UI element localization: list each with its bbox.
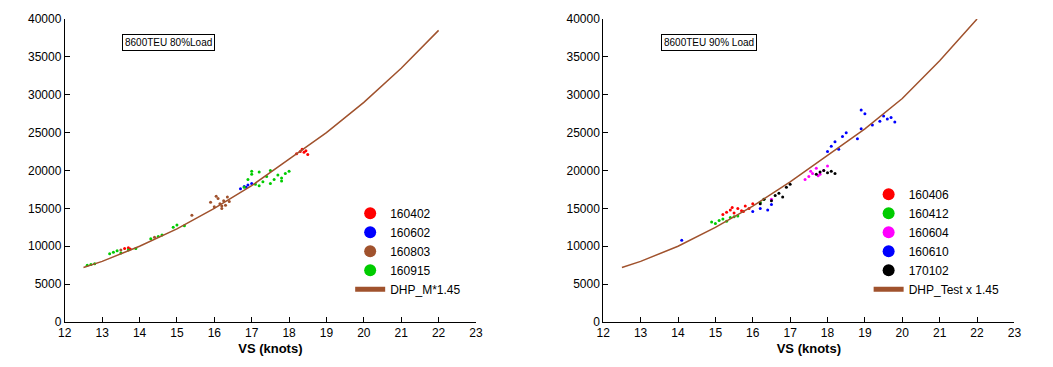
svg-text:20000: 20000 — [28, 164, 62, 178]
svg-text:0: 0 — [55, 315, 62, 329]
svg-text:160803: 160803 — [390, 245, 430, 259]
svg-text:160915: 160915 — [390, 264, 430, 278]
svg-text:14: 14 — [133, 326, 147, 340]
svg-text:30000: 30000 — [566, 88, 600, 102]
svg-text:16: 16 — [208, 326, 222, 340]
svg-text:20: 20 — [357, 326, 371, 340]
svg-text:10000: 10000 — [28, 239, 62, 253]
svg-text:21: 21 — [395, 326, 409, 340]
svg-text:160610: 160610 — [909, 245, 949, 259]
svg-text:160402: 160402 — [390, 207, 430, 221]
svg-text:10000: 10000 — [566, 239, 600, 253]
svg-text:0: 0 — [593, 315, 600, 329]
svg-text:19: 19 — [858, 326, 872, 340]
svg-text:15: 15 — [170, 326, 184, 340]
svg-text:15: 15 — [709, 326, 723, 340]
svg-text:5000: 5000 — [573, 277, 600, 291]
svg-text:5000: 5000 — [35, 277, 62, 291]
svg-text:8600TEU 90% Load: 8600TEU 90% Load — [664, 37, 754, 48]
svg-text:14: 14 — [671, 326, 685, 340]
svg-text:160604: 160604 — [909, 226, 949, 240]
svg-text:12: 12 — [597, 326, 611, 340]
svg-text:160412: 160412 — [909, 207, 949, 221]
svg-text:35000: 35000 — [28, 50, 62, 64]
svg-text:15000: 15000 — [28, 202, 62, 216]
svg-text:23: 23 — [469, 326, 483, 340]
svg-text:8600TEU 80%Load: 8600TEU 80%Load — [125, 37, 212, 48]
svg-text:160406: 160406 — [909, 188, 949, 202]
svg-text:VS (knots): VS (knots) — [777, 341, 841, 356]
svg-text:35000: 35000 — [566, 50, 600, 64]
svg-text:16: 16 — [746, 326, 760, 340]
svg-text:23: 23 — [1008, 326, 1022, 340]
svg-text:15000: 15000 — [566, 202, 600, 216]
svg-text:170102: 170102 — [909, 264, 949, 278]
svg-text:DHP_M*1.45: DHP_M*1.45 — [390, 283, 460, 297]
svg-text:40000: 40000 — [28, 12, 62, 26]
svg-text:13: 13 — [95, 326, 109, 340]
svg-text:25000: 25000 — [566, 126, 600, 140]
svg-text:25000: 25000 — [28, 126, 62, 140]
svg-text:18: 18 — [282, 326, 296, 340]
svg-text:13: 13 — [634, 326, 648, 340]
svg-text:VS (knots): VS (knots) — [238, 341, 302, 356]
svg-text:40000: 40000 — [566, 12, 600, 26]
svg-text:18: 18 — [821, 326, 835, 340]
svg-text:160602: 160602 — [390, 226, 430, 240]
svg-text:22: 22 — [970, 326, 984, 340]
svg-text:30000: 30000 — [28, 88, 62, 102]
svg-text:20000: 20000 — [566, 164, 600, 178]
svg-text:17: 17 — [783, 326, 797, 340]
svg-text:21: 21 — [933, 326, 947, 340]
svg-text:19: 19 — [320, 326, 334, 340]
svg-text:DHP_Test x 1.45: DHP_Test x 1.45 — [909, 283, 999, 297]
svg-text:12: 12 — [58, 326, 72, 340]
svg-text:17: 17 — [245, 326, 259, 340]
svg-text:20: 20 — [896, 326, 910, 340]
svg-text:22: 22 — [432, 326, 446, 340]
